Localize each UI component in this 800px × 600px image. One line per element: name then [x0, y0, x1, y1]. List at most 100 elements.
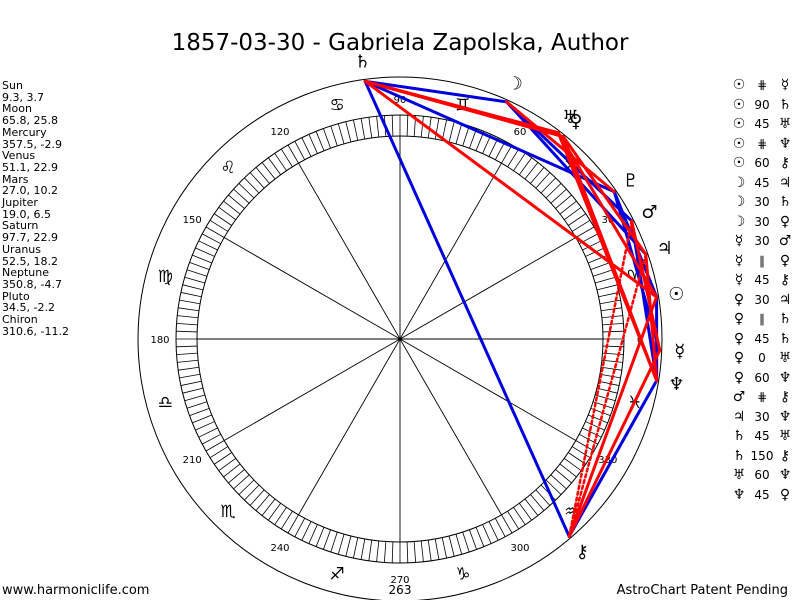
- degree-tick: [184, 394, 205, 402]
- aspect-symbol: 30: [754, 234, 770, 248]
- degree-tick: [198, 240, 218, 251]
- degree-tick: [535, 489, 551, 506]
- aspect-row: ☽ 30 ♄: [728, 193, 796, 213]
- degree-tick: [482, 524, 492, 544]
- degree-tick: [176, 352, 198, 356]
- degree-tick: [238, 183, 255, 199]
- degree-tick: [462, 531, 470, 553]
- aspect-planet-glyph: ♄: [778, 194, 792, 210]
- degree-label: 240: [270, 543, 289, 554]
- degree-tick: [202, 433, 221, 445]
- degree-tick: [599, 373, 621, 379]
- aspect-symbol: ⋕: [756, 390, 768, 404]
- degree-tick: [308, 134, 318, 154]
- degree-tick: [494, 141, 506, 160]
- planet-glyph: ♆: [668, 374, 684, 395]
- degree-tick: [178, 366, 200, 371]
- aspect-symbol: 90: [754, 97, 770, 112]
- degree-tick: [518, 157, 532, 176]
- degree-label: 330: [598, 455, 617, 466]
- degree-tick: [494, 518, 506, 537]
- degree-tick: [268, 502, 282, 521]
- degree-tick: [462, 125, 470, 147]
- aspect-row: ☽ 30 ♀: [728, 213, 796, 233]
- degree-label: 210: [183, 455, 202, 466]
- degree-tick: [455, 534, 463, 555]
- aspect-symbol: 45: [754, 117, 770, 131]
- degree-tick: [550, 474, 567, 490]
- degree-tick: [287, 514, 299, 534]
- degree-tick: [596, 387, 618, 394]
- degree-tick: [513, 507, 526, 525]
- aspect-planet-glyph: ⚷: [779, 155, 791, 171]
- aspect-row: ♄ 150 ⚷: [728, 447, 796, 467]
- degree-tick: [563, 207, 582, 221]
- aspect-planet-glyph: ♀: [733, 350, 745, 366]
- aspect-row: ☿ 45 ⚷: [728, 271, 796, 291]
- degree-tick: [205, 226, 225, 238]
- degree-tick: [571, 219, 591, 232]
- aspect-planet-glyph: ♄: [778, 330, 792, 347]
- aspect-planet-glyph: ⚷: [779, 389, 791, 405]
- degree-tick: [180, 292, 202, 298]
- degree-tick: [255, 494, 270, 511]
- planet-glyph: ♂: [641, 202, 657, 223]
- planet-glyph: ♀: [569, 111, 582, 132]
- degree-tick: [507, 148, 520, 168]
- aspect-planet-glyph: ♄: [732, 428, 746, 444]
- degree-tick: [588, 414, 608, 424]
- degree-tick: [441, 537, 447, 559]
- degree-tick: [513, 153, 526, 171]
- planet-name: Neptune: [2, 266, 50, 280]
- aspect-list: ☉ ⋕ ☿ ☉ 90 ♄ ☉ 45 ♅ ☉ ⋕ ♆ ☉ 60 ⚷ ☽ 45 ♃ ☽ 30 ♄ ☽ 30 ♀ ☿ 30 ♂ ☿ ∥ ♀ ☿ 45…: [728, 76, 796, 505]
- degree-tick: [244, 484, 260, 501]
- planet-glyph: ☿: [674, 341, 685, 362]
- aspect-row: ☉ ⋕ ♆: [728, 135, 796, 155]
- degree-tick: [590, 262, 611, 270]
- degree-tick: [177, 315, 199, 319]
- degree-tick: [391, 541, 394, 563]
- chart-title: 1857-03-30 - Gabriela Zapolska, Author: [171, 30, 629, 56]
- aspect-symbol: ⋕: [756, 136, 768, 151]
- aspect-row: ♆ 45 ♀: [728, 486, 796, 506]
- degree-tick: [274, 507, 287, 525]
- aspect-planet-glyph: ♄: [732, 447, 746, 464]
- degree-tick: [249, 489, 265, 506]
- degree-tick: [599, 299, 621, 305]
- degree-tick: [294, 518, 306, 537]
- planet-name: Jupiter: [2, 196, 38, 210]
- planet-glyph: ♅: [562, 107, 578, 128]
- aspect-planet-glyph: ♂: [732, 389, 746, 405]
- planet-coords: 357.5, -2.9: [2, 137, 62, 151]
- aspect-line: [363, 79, 571, 538]
- planet-name: Pluto: [2, 289, 30, 303]
- degree-tick: [249, 172, 265, 189]
- zodiac-sign-glyph: ♏: [221, 502, 236, 522]
- planet-glyph: ☉: [668, 284, 684, 305]
- degree-tick: [255, 167, 270, 184]
- degree-tick: [575, 440, 595, 452]
- degree-tick: [209, 219, 229, 232]
- aspect-line: [567, 348, 662, 538]
- aspect-symbol: 30: [754, 292, 770, 307]
- degree-tick: [469, 529, 477, 550]
- degree-tick: [176, 330, 198, 333]
- planet-coords: 51.1, 22.9: [2, 160, 58, 174]
- degree-tick: [582, 427, 602, 438]
- planet-name: Moon: [2, 102, 32, 116]
- aspect-planet-glyph: ♃: [778, 174, 792, 191]
- degree-tick: [524, 162, 539, 180]
- degree-tick: [186, 401, 208, 409]
- degree-tick: [345, 535, 352, 557]
- aspect-symbol: 60: [754, 156, 770, 170]
- degree-tick: [376, 540, 380, 562]
- degree-tick: [391, 115, 394, 137]
- aspect-planet-glyph: ♅: [778, 428, 792, 444]
- aspect-planet-glyph: ☉: [732, 135, 746, 152]
- degree-tick: [383, 541, 387, 563]
- degree-tick: [280, 510, 293, 530]
- zodiac-sign-glyph: ♍: [158, 267, 173, 287]
- degree-tick: [178, 307, 200, 312]
- footer-website: www.harmoniclife.com: [2, 583, 150, 598]
